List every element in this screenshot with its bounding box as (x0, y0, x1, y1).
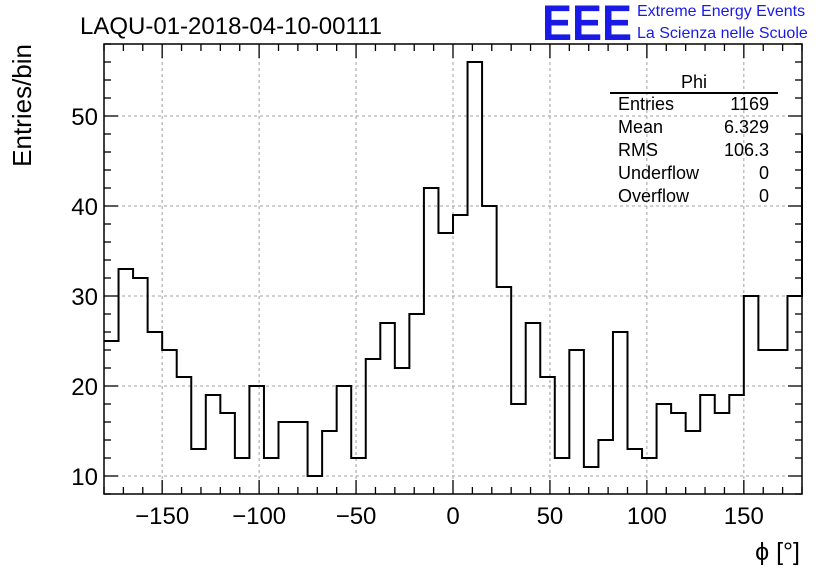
eee-logo-text: EEE (542, 0, 632, 44)
stats-underflow-label: Underflow (618, 163, 700, 183)
x-tick-label: 50 (537, 503, 564, 530)
y-tick-labels: 10 20 30 40 50 (71, 104, 98, 491)
stats-overflow-value: 0 (759, 186, 769, 206)
stats-mean-value: 6.329 (724, 117, 769, 137)
grid-lines (104, 44, 802, 494)
y-tick-label: 50 (71, 104, 98, 131)
histogram-outline (104, 61, 803, 477)
y-axis-label: Entries/bin (7, 44, 37, 167)
org-name-line1: Extreme Energy Events (637, 3, 806, 20)
x-tick-label: 0 (446, 503, 459, 530)
y-tick-label: 20 (71, 374, 98, 401)
x-tick-labels: −150 −100 −50 0 50 100 150 (135, 503, 764, 530)
org-name-line2: La Scienza nelle Scuole (637, 25, 808, 42)
eee-logo: EEE (542, 0, 632, 44)
x-tick-label: 100 (627, 503, 667, 530)
axis-ticks (103, 43, 803, 495)
stats-entries-label: Entries (618, 94, 674, 114)
stats-title: Phi (681, 72, 707, 92)
stats-box: Phi Entries 1169 Mean 6.329 RMS 106.3 Un… (610, 72, 778, 206)
y-tick-label: 40 (71, 194, 98, 221)
x-tick-label: −50 (336, 503, 377, 530)
stats-rms-value: 106.3 (724, 140, 769, 160)
stats-entries-value: 1169 (730, 94, 769, 114)
y-tick-label: 10 (71, 464, 98, 491)
y-tick-label: 30 (71, 284, 98, 311)
stats-underflow-value: 0 (759, 163, 769, 183)
x-tick-label: 150 (724, 503, 764, 530)
x-tick-label: −100 (232, 503, 286, 530)
stats-rms-label: RMS (618, 140, 658, 160)
stats-mean-label: Mean (618, 117, 663, 137)
stats-overflow-label: Overflow (618, 186, 690, 206)
x-tick-label: −150 (135, 503, 189, 530)
x-axis-label: ϕ [°] (755, 538, 800, 566)
run-title: LAQU-01-2018-04-10-00111 (80, 13, 382, 40)
